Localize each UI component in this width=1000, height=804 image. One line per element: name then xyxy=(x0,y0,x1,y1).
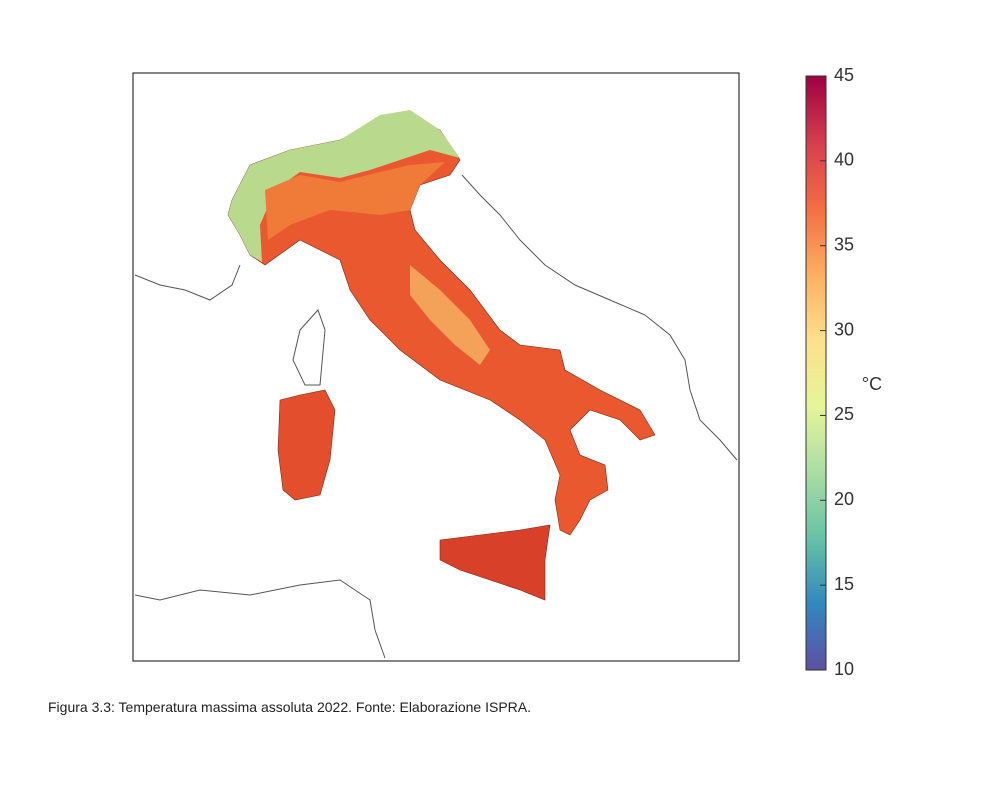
coastline-france xyxy=(134,264,241,301)
alps xyxy=(228,110,460,262)
caption: Figura 3.3: Temperatura massima assoluta… xyxy=(48,699,531,715)
colorbar-tick-label: 20 xyxy=(834,489,854,509)
colorbar-tick-label: 10 xyxy=(834,659,854,679)
colorbar-unit: °C xyxy=(862,374,882,394)
colorbar-tick-label: 40 xyxy=(834,150,854,170)
colorbar-tick-label: 25 xyxy=(834,404,854,424)
colorbar-tick-label: 35 xyxy=(834,234,854,254)
sardinia xyxy=(277,389,336,501)
coastline-balkans xyxy=(461,174,738,461)
map xyxy=(134,110,738,659)
colorbar xyxy=(805,75,827,671)
coastline-africa xyxy=(134,579,386,659)
corsica xyxy=(292,309,326,386)
po-valley xyxy=(265,162,445,240)
colorbar-tick-label: 30 xyxy=(834,319,854,339)
colorbar-tick-label: 45 xyxy=(834,65,854,85)
sicily xyxy=(439,524,551,601)
colorbar-tick-label: 15 xyxy=(834,574,854,594)
apennines xyxy=(410,265,490,365)
